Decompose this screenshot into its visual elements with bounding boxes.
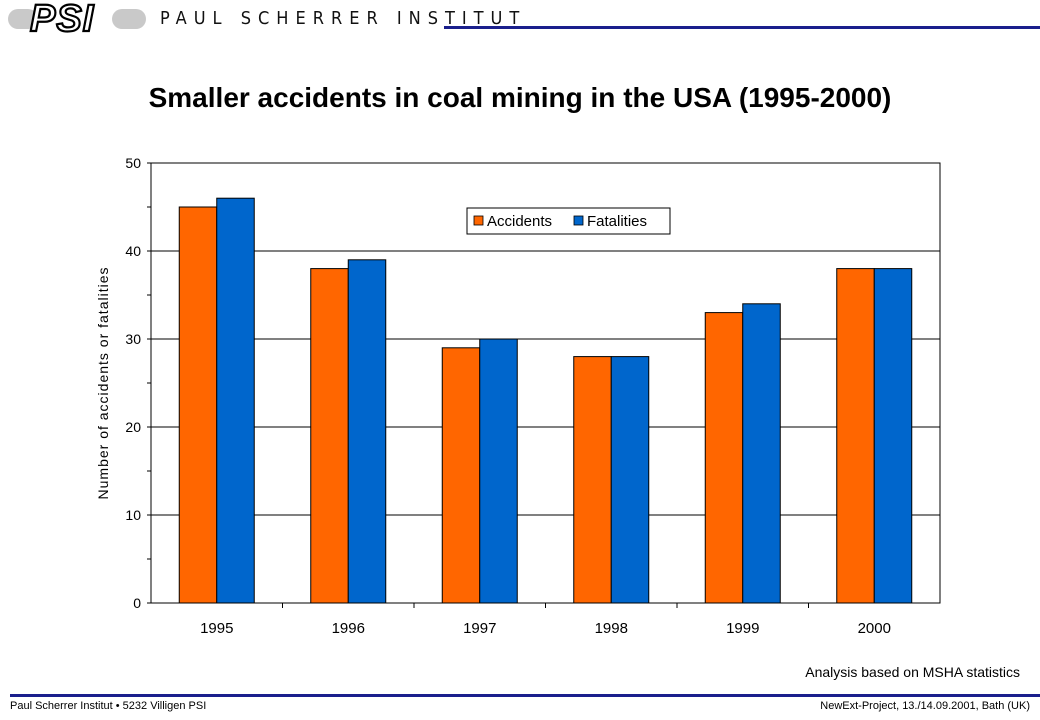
bar-accidents-2000 (836, 268, 875, 604)
x-tick-label: 1997 (463, 620, 496, 637)
logo-bar-right (112, 9, 146, 29)
axes (147, 162, 940, 608)
header: PSI PAUL SCHERRER INSTITUT (0, 0, 1040, 40)
legend-swatch-accidents (473, 215, 484, 226)
y-tick-label: 10 (125, 507, 141, 523)
logo-bar-left (8, 9, 38, 29)
psi-logo: PSI (29, 0, 95, 40)
slide-title: Smaller accidents in coal mining in the … (148, 82, 892, 113)
footer-right: NewExt-Project, 13./14.09.2001, Bath (UK… (820, 700, 1030, 712)
y-tick-label: 50 (125, 155, 141, 171)
plot-area (150, 162, 941, 604)
bar-fatalities-1999 (742, 303, 781, 604)
legend: Accidents Fatalities (466, 207, 671, 235)
bar-fatalities-1998 (610, 356, 650, 604)
bar-fatalities-2000 (873, 268, 913, 604)
header-rule (444, 26, 1040, 29)
x-tick-label: 1995 (200, 620, 233, 637)
institute-name: PAUL SCHERRER INSTITUT (160, 8, 527, 29)
y-tick-label: 0 (133, 595, 141, 611)
legend-swatch-fatalities (573, 215, 584, 226)
bar-accidents-1997 (441, 347, 481, 604)
y-tick-label: 20 (125, 419, 141, 435)
bar-accidents-1999 (704, 312, 744, 604)
footer-rule (10, 694, 1040, 697)
x-tick-label: 1998 (595, 620, 628, 637)
bar-accidents-1996 (310, 268, 349, 604)
bar-fatalities-1997 (479, 338, 518, 604)
footer-left: Paul Scherrer Institut • 5232 Villigen P… (10, 700, 207, 712)
tick-labels: 0 10 20 30 40 50 1995 1996 1997 1998 1999 2000 (125, 155, 891, 637)
y-tick-label: 40 (125, 243, 141, 259)
y-tick-label: 30 (125, 331, 141, 347)
source-note: Analysis based on MSHA statistics (805, 664, 1020, 680)
bars (178, 197, 913, 604)
y-axis-label: Number of accidents or fatalities (95, 267, 111, 500)
bar-fatalities-1995 (216, 197, 255, 604)
x-tick-label: 2000 (858, 620, 891, 637)
grid-lines (151, 250, 940, 516)
bar-accidents-1995 (178, 206, 218, 604)
legend-label-accidents: Accidents (487, 213, 552, 230)
bar-accidents-1998 (573, 356, 612, 604)
legend-box (466, 207, 671, 235)
legend-label-fatalities: Fatalities (587, 213, 647, 230)
x-tick-label: 1999 (726, 620, 759, 637)
bar-fatalities-1996 (347, 259, 387, 604)
x-tick-label: 1996 (332, 620, 365, 637)
